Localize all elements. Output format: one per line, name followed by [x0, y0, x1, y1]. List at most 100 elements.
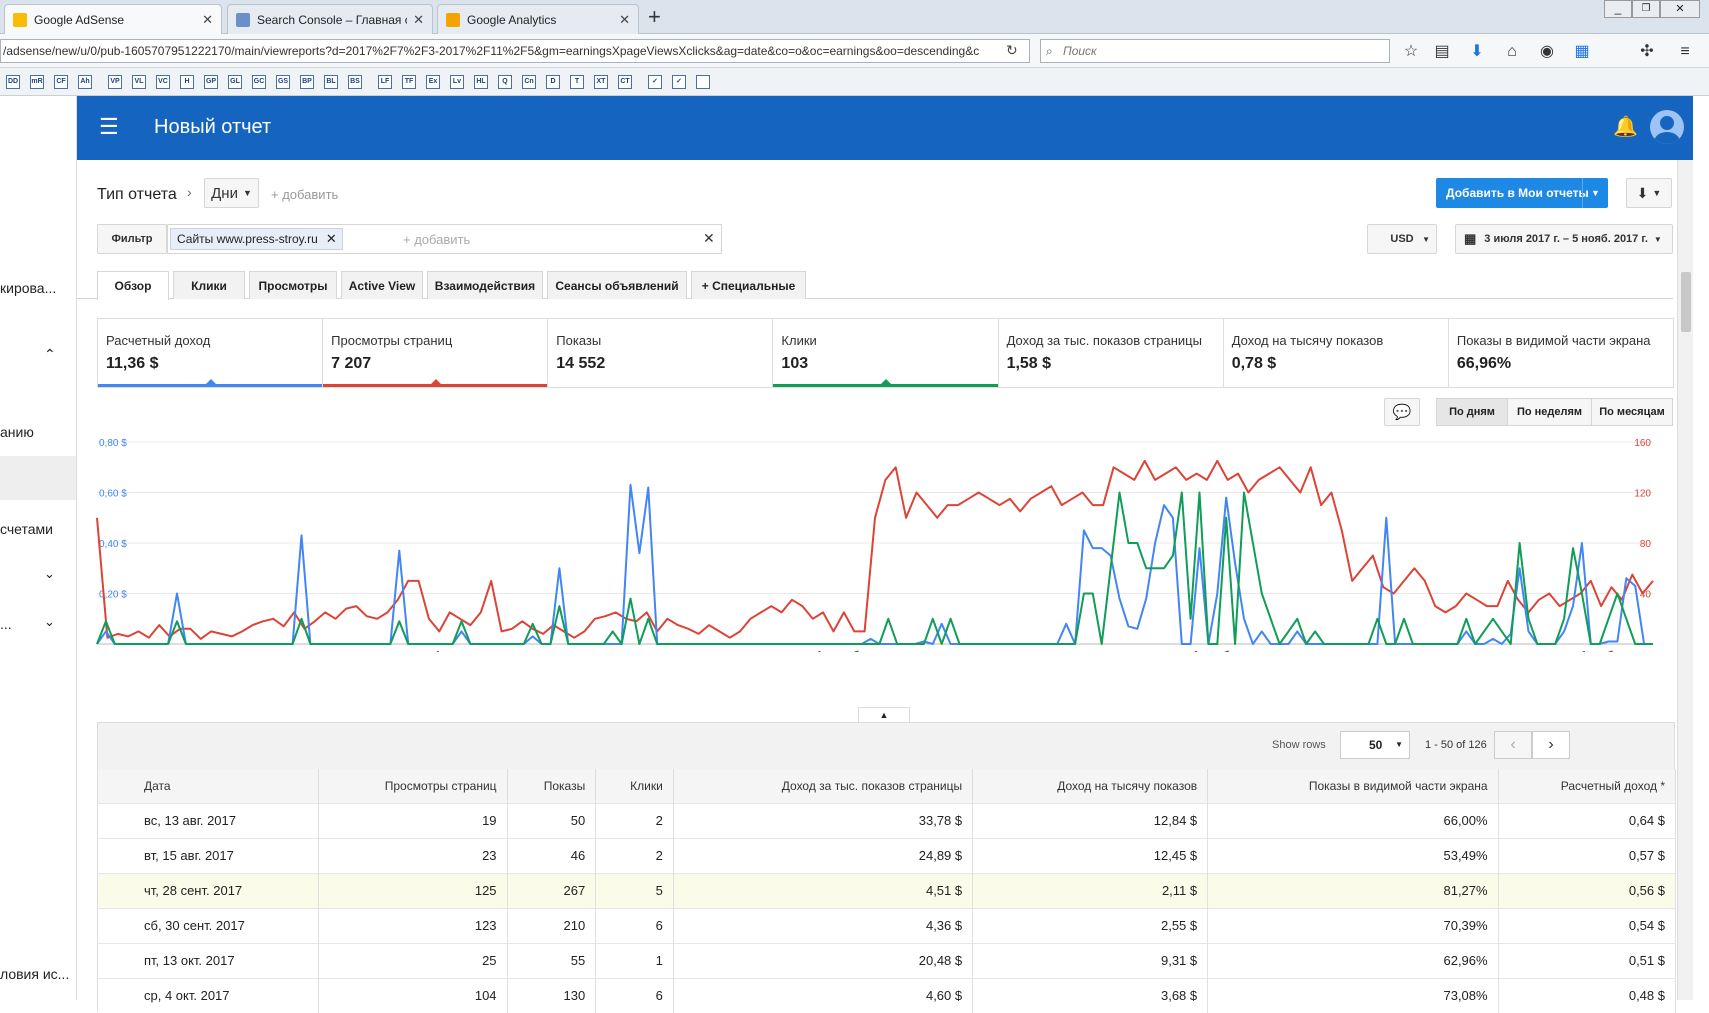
- reload-icon[interactable]: ↻: [1006, 42, 1018, 58]
- kpi-card[interactable]: Клики 103: [772, 318, 999, 388]
- bookmark-icon[interactable]: GC: [252, 75, 266, 89]
- column-header[interactable]: Клики: [595, 769, 674, 803]
- nav-item[interactable]: анию: [0, 424, 34, 440]
- bookmark-icon[interactable]: Lv: [450, 75, 464, 89]
- kpi-card[interactable]: Доход на тысячу показов 0,78 $: [1222, 318, 1449, 388]
- bookmark-icon[interactable]: GP: [204, 75, 218, 89]
- dimension-dropdown[interactable]: Дни ▼: [204, 178, 259, 208]
- kpi-card[interactable]: Показы 14 552: [547, 318, 774, 388]
- bookmark-icon[interactable]: T: [570, 75, 584, 89]
- column-header[interactable]: Расчетный доход *: [1498, 769, 1677, 803]
- nav-item-selected[interactable]: [0, 456, 76, 500]
- date-range-picker[interactable]: ▦ 3 июля 2017 г. – 5 нояб. 2017 г. ▼: [1455, 224, 1673, 254]
- column-header[interactable]: Дата: [98, 769, 320, 803]
- column-header[interactable]: Доход на тысячу показов: [972, 769, 1209, 803]
- collapse-chart-icon[interactable]: ▲: [858, 707, 910, 723]
- kpi-card[interactable]: Доход за тыс. показов страницы 1,58 $: [997, 318, 1224, 388]
- download-icon[interactable]: ⬇: [1470, 43, 1484, 60]
- browser-tab-adsense[interactable]: Google AdSense ✕: [4, 4, 222, 34]
- tab-custom[interactable]: + Специальные: [691, 271, 806, 299]
- kpi-card[interactable]: Расчетный доход 11,36 $: [97, 318, 324, 388]
- bookmark-icon[interactable]: HL: [474, 75, 488, 89]
- bookmark-icon[interactable]: Cn: [522, 75, 536, 89]
- tab-active-view[interactable]: Active View: [341, 271, 423, 299]
- nav-item[interactable]: счетами: [0, 521, 53, 537]
- reading-list-icon[interactable]: ▤: [1434, 43, 1450, 60]
- nav-item[interactable]: ловия ис...: [0, 966, 70, 982]
- browser-search-input[interactable]: Поиск: [1040, 39, 1390, 63]
- comment-icon[interactable]: 💬: [1384, 398, 1420, 426]
- bookmark-icon[interactable]: ✓: [648, 75, 662, 89]
- bookmark-icon[interactable]: [696, 75, 710, 89]
- tab-overview[interactable]: Обзор: [97, 271, 169, 300]
- tab-clicks[interactable]: Клики: [173, 271, 245, 299]
- minimize-icon[interactable]: _: [1604, 0, 1632, 18]
- tools-icon[interactable]: ✣: [1640, 43, 1654, 60]
- filter-label[interactable]: Фильтр: [97, 224, 167, 254]
- bookmark-icon[interactable]: BP: [300, 75, 314, 89]
- bookmark-icon[interactable]: BL: [324, 75, 338, 89]
- url-input[interactable]: /adsense/new/u/0/pub-1605707951222170/ma…: [0, 39, 1030, 63]
- bookmark-icon[interactable]: CT: [618, 75, 632, 89]
- browser-tab-analytics[interactable]: Google Analytics ✕: [437, 4, 639, 34]
- scrollbar-thumb[interactable]: [1681, 272, 1691, 332]
- kpi-card[interactable]: Показы в видимой части экрана 66,96%: [1447, 318, 1674, 388]
- currency-dropdown[interactable]: USD ▼: [1367, 224, 1437, 254]
- bookmark-icon[interactable]: Q: [498, 75, 512, 89]
- bookmark-icon[interactable]: GL: [228, 75, 242, 89]
- pocket-icon[interactable]: ◉: [1540, 43, 1554, 60]
- bookmark-icon[interactable]: DD: [6, 75, 20, 89]
- table-row[interactable]: вс, 13 авг. 2017 19 50 2 33,78 $12,84 $66,00…: [98, 802, 1677, 838]
- filter-box[interactable]: Сайты www.press-stroy.ru ✕ + добавить ✕: [167, 224, 722, 254]
- bookmark-icon[interactable]: BS: [348, 75, 362, 89]
- table-row[interactable]: сб, 30 сент. 2017 123 210 6 4,36 $2,55 $70,3…: [98, 907, 1677, 943]
- bookmark-icon[interactable]: VC: [156, 75, 170, 89]
- bookmark-star-icon[interactable]: ☆: [1403, 43, 1419, 60]
- chevron-up-icon[interactable]: ⌃: [44, 346, 56, 362]
- bookmark-icon[interactable]: VL: [132, 75, 146, 89]
- rows-per-page-select[interactable]: 50 ▼: [1340, 731, 1410, 759]
- page-scrollbar[interactable]: [1677, 160, 1693, 1000]
- hamburger-menu-icon[interactable]: ☰: [99, 114, 119, 139]
- column-header[interactable]: Доход за тыс. показов страницы: [673, 769, 974, 803]
- clear-filter-icon[interactable]: ✕: [703, 230, 715, 246]
- bookmark-icon[interactable]: CF: [54, 75, 68, 89]
- column-header[interactable]: Просмотры страниц: [318, 769, 508, 803]
- column-header[interactable]: Показы в видимой части экрана: [1207, 769, 1499, 803]
- add-to-my-reports-button[interactable]: Добавить в Мои отчеты ▼: [1436, 178, 1608, 208]
- chevron-down-icon[interactable]: ⌄: [44, 566, 55, 581]
- tab-views[interactable]: Просмотры: [249, 271, 337, 299]
- browser-tab-search-console[interactable]: Search Console – Главная стр ✕: [227, 4, 433, 34]
- bookmark-icon[interactable]: Ex: [426, 75, 440, 89]
- next-page-button[interactable]: ›: [1532, 731, 1570, 759]
- nav-item[interactable]: кирова...: [0, 280, 57, 296]
- close-icon[interactable]: ✕: [325, 231, 337, 246]
- close-icon[interactable]: ✕: [619, 11, 630, 27]
- tab-ad-sessions[interactable]: Сеансы объявлений: [547, 271, 687, 299]
- menu-icon[interactable]: ≡: [1680, 43, 1690, 60]
- nav-item[interactable]: ...: [0, 616, 12, 632]
- add-dimension-button[interactable]: + добавить: [271, 187, 339, 202]
- close-window-icon[interactable]: ✕: [1660, 0, 1700, 18]
- filter-chip[interactable]: Сайты www.press-stroy.ru ✕: [170, 228, 343, 250]
- new-tab-icon[interactable]: +: [648, 4, 661, 29]
- bookmark-icon[interactable]: TF: [402, 75, 416, 89]
- bookmark-icon[interactable]: D: [546, 75, 560, 89]
- close-icon[interactable]: ✕: [202, 11, 213, 27]
- granularity-months[interactable]: По месяцам: [1592, 399, 1672, 425]
- avatar[interactable]: [1650, 110, 1684, 144]
- filter-add-input[interactable]: + добавить: [403, 232, 471, 247]
- table-row[interactable]: пт, 13 окт. 2017 25 55 1 20,48 $9,31 $62,96%…: [98, 942, 1677, 978]
- tab-interactions[interactable]: Взаимодействия: [427, 271, 543, 299]
- bookmark-icon[interactable]: ✓: [672, 75, 686, 89]
- kpi-card[interactable]: Просмотры страниц 7 207: [322, 318, 549, 388]
- bookmark-icon[interactable]: Ah: [78, 75, 92, 89]
- granularity-days[interactable]: По дням: [1437, 399, 1508, 425]
- close-icon[interactable]: ✕: [413, 11, 424, 27]
- download-report-button[interactable]: ⬇ ▼: [1626, 178, 1672, 208]
- bookmark-icon[interactable]: mR: [30, 75, 44, 89]
- bookmark-icon[interactable]: H: [180, 75, 194, 89]
- granularity-weeks[interactable]: По неделям: [1508, 399, 1592, 425]
- bookmark-icon[interactable]: XT: [594, 75, 608, 89]
- home-icon[interactable]: ⌂: [1507, 43, 1517, 60]
